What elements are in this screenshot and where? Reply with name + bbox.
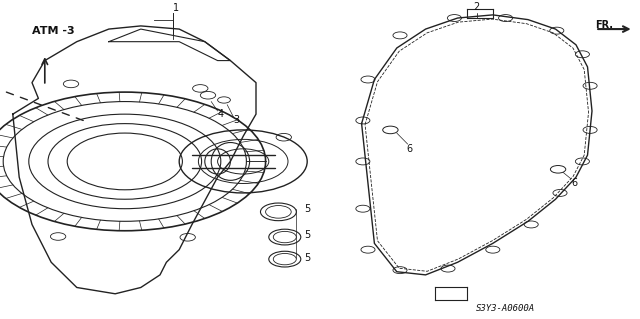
Text: S3Y3-A0600A: S3Y3-A0600A [476, 304, 535, 313]
Text: 5: 5 [304, 231, 310, 241]
Text: 5: 5 [304, 253, 310, 263]
Text: 3: 3 [234, 115, 240, 125]
Text: 1: 1 [173, 3, 179, 13]
Text: ATM -3: ATM -3 [32, 26, 75, 36]
Text: 4: 4 [218, 109, 224, 119]
Text: 5: 5 [304, 204, 310, 214]
Text: 6: 6 [571, 179, 577, 189]
Text: FR.: FR. [595, 19, 613, 30]
Text: 2: 2 [474, 2, 480, 12]
Text: 6: 6 [406, 144, 413, 154]
